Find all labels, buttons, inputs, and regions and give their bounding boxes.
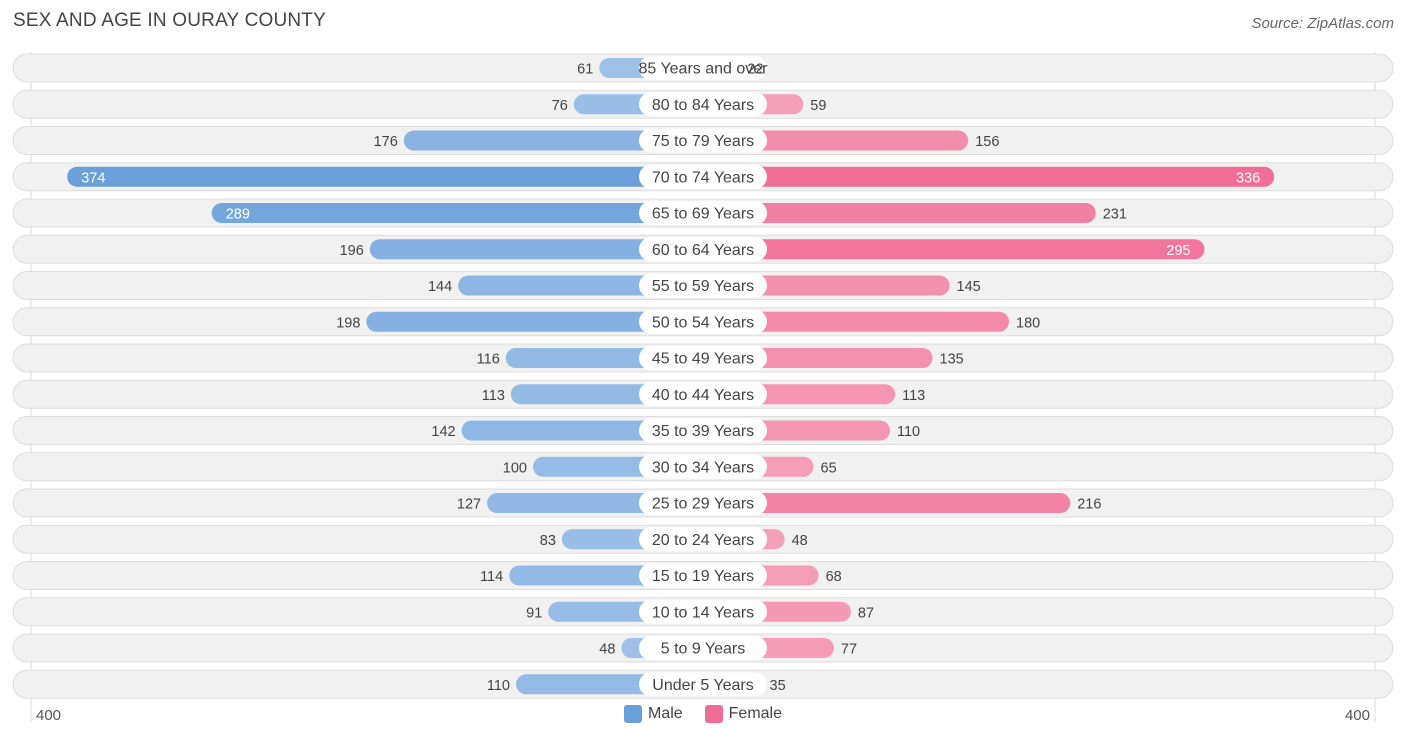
value-label-female-35-to-39-years: 110 — [897, 424, 920, 440]
legend-swatch-male — [623, 705, 642, 723]
category-label-20-to-24-years: 20 to 24 Years — [652, 532, 754, 549]
category-label-bg-15-to-19-years — [639, 563, 767, 588]
bar-female-75-to-79-years — [703, 130, 969, 151]
source-credit: Source: ZipAtlas.com — [1251, 15, 1394, 32]
category-label-bg-40-to-44-years — [639, 382, 767, 407]
category-label-bg-50-to-54-years — [639, 309, 767, 334]
value-label-male-35-to-39-years: 142 — [431, 424, 455, 440]
category-label-bg-65-to-69-years — [639, 201, 767, 225]
value-label-female-45-to-49-years: 135 — [940, 352, 964, 368]
value-label-female-60-to-64-years: 295 — [1166, 243, 1190, 259]
chart-title: SEX AND AGE IN OURAY COUNTY — [13, 10, 326, 31]
bar-female-65-to-69-years — [703, 203, 1096, 223]
category-label-60-to-64-years: 60 to 64 Years — [652, 242, 754, 259]
value-label-male-5-to-9-years: 48 — [599, 642, 615, 658]
category-label-bg-80-to-84-years — [639, 92, 767, 117]
value-label-male-45-to-49-years: 116 — [477, 352, 500, 368]
value-label-female-80-to-84-years: 59 — [810, 98, 826, 114]
category-label-25-to-29-years: 25 to 29 Years — [652, 496, 754, 513]
category-label-bg-55-to-59-years — [639, 273, 767, 298]
bar-male-50-to-54-years — [366, 311, 703, 332]
value-label-female-under-5-years: 35 — [770, 678, 786, 694]
category-label-70-to-74-years: 70 to 74 Years — [652, 169, 754, 186]
bar-male-75-to-79-years — [403, 130, 703, 151]
category-label-65-to-69-years: 65 to 69 Years — [652, 206, 754, 223]
category-label-bg-75-to-79-years — [639, 128, 767, 153]
x-axis-tick-left: 400 — [36, 707, 62, 724]
value-label-male-under-5-years: 110 — [487, 678, 510, 694]
legend-label-female: Female — [728, 705, 783, 722]
value-label-male-30-to-34-years: 100 — [503, 460, 527, 476]
bar-female-50-to-54-years — [703, 311, 1009, 332]
legend-swatch-female — [704, 705, 723, 723]
bar-female-60-to-64-years — [703, 239, 1205, 260]
category-label-bg-20-to-24-years — [639, 527, 767, 552]
value-label-female-30-to-34-years: 65 — [821, 460, 837, 476]
value-label-female-65-to-69-years: 231 — [1103, 207, 1127, 223]
category-label-50-to-54-years: 50 to 54 Years — [652, 314, 754, 331]
category-label-bg-45-to-49-years — [639, 346, 767, 370]
value-label-female-5-to-9-years: 77 — [841, 642, 857, 658]
category-label-5-to-9-years: 5 to 9 Years — [661, 641, 746, 658]
value-label-female-70-to-74-years: 336 — [1236, 170, 1260, 186]
category-label-bg-85-years-and-over — [639, 56, 767, 80]
legend: Male Female — [0, 705, 1406, 723]
category-label-bg-60-to-64-years — [639, 237, 767, 262]
category-label-bg-25-to-29-years — [639, 491, 767, 515]
category-label-bg-under-5-years — [639, 672, 767, 697]
category-label-30-to-34-years: 30 to 34 Years — [652, 459, 754, 476]
value-label-male-50-to-54-years: 198 — [336, 315, 360, 331]
bar-male-70-to-74-years — [67, 166, 703, 187]
bar-female-25-to-29-years — [703, 493, 1071, 513]
category-label-35-to-39-years: 35 to 39 Years — [652, 423, 754, 440]
value-label-male-10-to-14-years: 91 — [526, 605, 542, 621]
category-label-40-to-44-years: 40 to 44 Years — [652, 387, 754, 404]
value-label-male-80-to-84-years: 76 — [552, 98, 568, 114]
category-label-55-to-59-years: 55 to 59 Years — [652, 278, 754, 295]
category-label-bg-10-to-14-years — [639, 599, 767, 624]
category-label-10-to-14-years: 10 to 14 Years — [652, 604, 754, 621]
value-label-female-50-to-54-years: 180 — [1016, 315, 1040, 331]
value-label-female-40-to-44-years: 113 — [902, 388, 925, 404]
value-label-female-20-to-24-years: 48 — [792, 533, 808, 549]
bar-female-70-to-74-years — [703, 166, 1275, 187]
category-label-bg-35-to-39-years — [639, 418, 767, 443]
category-label-75-to-79-years: 75 to 79 Years — [652, 133, 754, 150]
category-label-80-to-84-years: 80 to 84 Years — [652, 97, 754, 114]
value-label-female-85-years-and-over: 22 — [747, 62, 763, 78]
value-label-male-55-to-59-years: 144 — [428, 279, 452, 295]
value-label-male-60-to-64-years: 196 — [340, 243, 364, 259]
category-label-85-years-and-over: 85 Years and over — [639, 61, 769, 78]
category-label-bg-5-to-9-years — [639, 636, 767, 660]
value-label-male-70-to-74-years: 374 — [81, 170, 105, 186]
category-label-45-to-49-years: 45 to 49 Years — [652, 351, 754, 368]
value-label-male-25-to-29-years: 127 — [457, 497, 481, 513]
category-label-15-to-19-years: 15 to 19 Years — [652, 568, 754, 585]
value-label-male-65-to-69-years: 289 — [226, 207, 250, 223]
value-label-female-75-to-79-years: 156 — [975, 134, 999, 150]
value-label-female-10-to-14-years: 87 — [858, 605, 874, 621]
bar-male-60-to-64-years — [369, 239, 703, 260]
value-label-male-20-to-24-years: 83 — [540, 533, 556, 549]
value-label-male-75-to-79-years: 176 — [374, 134, 398, 150]
legend-label-male: Male — [647, 705, 683, 722]
value-label-male-15-to-19-years: 114 — [480, 569, 503, 585]
value-label-female-55-to-59-years: 145 — [957, 279, 981, 295]
x-axis-tick-right: 400 — [1344, 707, 1370, 724]
value-label-male-85-years-and-over: 61 — [577, 62, 593, 78]
bar-male-65-to-69-years — [211, 203, 703, 223]
value-label-female-15-to-19-years: 68 — [826, 569, 842, 585]
legend-item-male: Male — [623, 705, 683, 723]
category-label-bg-30-to-34-years — [639, 454, 767, 479]
legend-item-female: Female — [704, 705, 783, 723]
value-label-male-40-to-44-years: 113 — [482, 388, 505, 404]
value-label-female-25-to-29-years: 216 — [1077, 497, 1101, 513]
category-label-under-5-years: Under 5 Years — [652, 677, 753, 694]
category-label-bg-70-to-74-years — [639, 164, 767, 189]
